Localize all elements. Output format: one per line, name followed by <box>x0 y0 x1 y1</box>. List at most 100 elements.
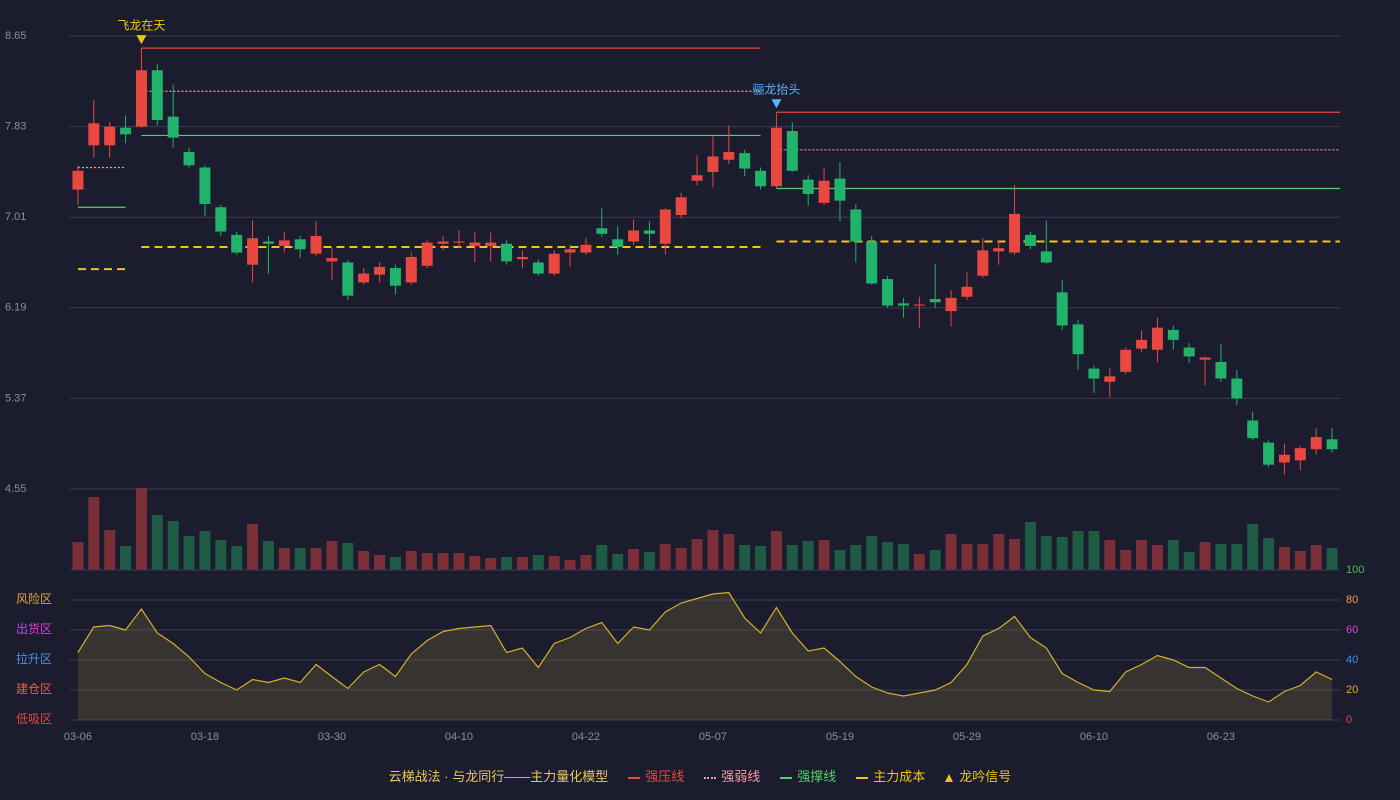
candle-body <box>183 152 195 166</box>
candle-body <box>723 152 735 160</box>
candle-body <box>374 266 386 275</box>
candle-body <box>1263 442 1275 465</box>
volume-bar <box>1009 539 1021 570</box>
volume-bar <box>453 553 465 570</box>
zone-label: 低吸区 <box>16 712 52 726</box>
volume-bar <box>104 530 116 570</box>
candle-body <box>755 170 767 187</box>
volume-bar <box>786 545 798 570</box>
candle-body <box>358 273 370 283</box>
volume-bar <box>421 553 433 570</box>
candle-body <box>850 209 862 242</box>
candle-body <box>1294 448 1306 461</box>
volume-bar <box>374 555 386 570</box>
zone-label: 出货区 <box>16 621 52 636</box>
candle-body <box>342 262 354 296</box>
volume-bar <box>278 548 290 570</box>
candle-body <box>897 303 909 306</box>
candle-body <box>72 170 84 190</box>
candle-body <box>231 234 243 253</box>
candle-body <box>151 70 163 120</box>
y2-tick-label: 100 <box>1346 564 1364 576</box>
volume-bar <box>342 543 354 570</box>
y2-tick-label: 40 <box>1346 654 1358 666</box>
candle-body <box>1278 454 1290 463</box>
candle-body <box>262 241 274 244</box>
signal-label: 骊龙抬头 <box>752 82 800 96</box>
candle-body <box>1056 292 1068 326</box>
volume-bar <box>1024 522 1036 570</box>
candle-body <box>120 127 132 135</box>
candle-body <box>247 238 259 265</box>
candle-body <box>1136 339 1148 349</box>
area-line <box>77 591 1333 703</box>
x-tick-label: 03-30 <box>318 731 346 743</box>
candle-body <box>1326 439 1338 450</box>
candle-body <box>1199 357 1211 360</box>
y-tick-label: 6.19 <box>5 302 26 314</box>
legend-marker <box>704 776 717 779</box>
volume-bar <box>1167 540 1179 570</box>
volume-bar <box>770 531 782 570</box>
candle-body <box>564 249 576 253</box>
volume-bar <box>1136 540 1148 570</box>
candle-body <box>1247 420 1259 439</box>
volume-bar <box>659 544 671 570</box>
candle-body <box>135 70 147 127</box>
volume-bar <box>151 515 163 570</box>
legend-marker <box>856 776 869 779</box>
candle-body <box>501 243 513 262</box>
candle-body <box>691 175 703 181</box>
volume-bar <box>723 534 735 570</box>
candle-body <box>104 126 116 146</box>
volume-bar <box>469 556 481 570</box>
volume-bar <box>1040 536 1052 570</box>
y-tick-label: 8.65 <box>5 30 26 42</box>
candle-body <box>278 240 290 246</box>
y2-tick-label: 20 <box>1346 684 1358 696</box>
candle-body <box>548 253 560 274</box>
candle-body <box>421 242 433 266</box>
zone-label: 风险区 <box>16 591 52 606</box>
legend-marker <box>945 773 954 782</box>
candle-body <box>866 241 878 284</box>
volume-bar <box>691 539 703 570</box>
candle-body <box>167 116 179 138</box>
volume-bar <box>977 544 989 570</box>
volume-bar <box>1199 542 1211 570</box>
candle-body <box>580 244 592 253</box>
signal-arrow <box>771 99 782 109</box>
volume-bar <box>1120 550 1132 570</box>
volume-bar <box>1183 552 1195 570</box>
volume-bar <box>167 521 179 570</box>
zone-label: 建仓区 <box>16 682 52 696</box>
volume-bar <box>897 544 909 570</box>
volume-bar <box>929 550 941 570</box>
legend-item: 强撑线 <box>780 766 836 785</box>
volume-bar <box>231 546 243 570</box>
legend-label: 强弱线 <box>721 769 761 784</box>
volume-bar <box>1326 548 1338 570</box>
candle-body <box>1215 361 1227 379</box>
candle-body <box>485 242 497 246</box>
x-tick-label: 05-07 <box>699 731 727 743</box>
volume-bar <box>516 557 528 570</box>
volume-bar <box>707 530 719 570</box>
volume-bar <box>564 560 576 570</box>
candle-body <box>929 298 941 303</box>
candle-body <box>1151 327 1163 350</box>
y2-tick-label: 0 <box>1346 714 1352 726</box>
volume-bar <box>882 542 894 570</box>
candle-body <box>453 241 465 243</box>
volume-bar <box>612 554 624 570</box>
volume-bar <box>643 552 655 570</box>
candle-body <box>1024 234 1036 246</box>
candle-body <box>818 180 830 203</box>
volume-bar <box>1088 531 1100 570</box>
volume-bar <box>405 551 417 570</box>
volume-bar <box>199 531 211 570</box>
candle-body <box>913 304 925 306</box>
volume-bar <box>755 546 767 570</box>
volume-bar <box>326 541 338 570</box>
